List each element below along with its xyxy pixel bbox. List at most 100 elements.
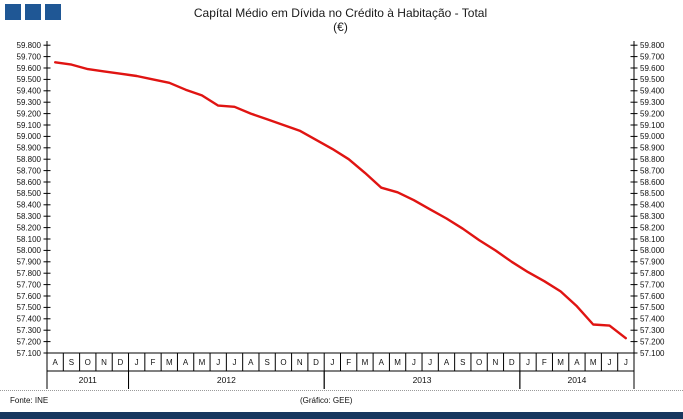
month-label: M: [590, 358, 597, 367]
month-label: J: [135, 358, 139, 367]
y-tick-label-right: 58.100: [640, 235, 665, 244]
y-tick-label-right: 58.600: [640, 178, 665, 187]
data-line-total: [54, 61, 627, 340]
month-label: S: [460, 358, 465, 367]
y-tick-label-right: 59.600: [640, 64, 665, 73]
y-tick-label-left: 57.700: [17, 280, 42, 289]
year-label: 2014: [567, 375, 586, 385]
month-label: J: [624, 358, 628, 367]
y-tick-label-right: 57.700: [640, 280, 665, 289]
month-label: S: [69, 358, 74, 367]
month-label: A: [52, 358, 58, 367]
y-tick-label-right: 58.200: [640, 223, 665, 232]
y-tick-label-right: 57.200: [640, 337, 665, 346]
y-tick-label-left: 57.100: [17, 349, 42, 358]
y-tick-label-left: 57.800: [17, 269, 42, 278]
y-tick-label-left: 59.500: [17, 75, 42, 84]
month-label: N: [493, 358, 499, 367]
footer-separator: [0, 390, 683, 391]
y-tick-label-right: 57.100: [640, 349, 665, 358]
month-label: J: [526, 358, 530, 367]
y-tick-label-left: 57.600: [17, 292, 42, 301]
y-tick-label-right: 57.400: [640, 315, 665, 324]
y-tick-label-left: 58.700: [17, 166, 42, 175]
y-tick-label-left: 58.000: [17, 246, 42, 255]
month-label: M: [557, 358, 564, 367]
month-label: D: [509, 358, 515, 367]
month-label: A: [574, 358, 580, 367]
y-tick-label-left: 58.100: [17, 235, 42, 244]
month-label: D: [117, 358, 123, 367]
y-tick-label-right: 59.500: [640, 75, 665, 84]
month-label: M: [166, 358, 173, 367]
y-tick-label-right: 59.300: [640, 98, 665, 107]
y-tick-label-left: 59.300: [17, 98, 42, 107]
month-label: O: [476, 358, 482, 367]
y-tick-label-right: 59.000: [640, 132, 665, 141]
y-tick-label-left: 59.400: [17, 87, 42, 96]
y-tick-label-right: 58.400: [640, 201, 665, 210]
month-label: A: [379, 358, 385, 367]
y-tick-label-right: 57.300: [640, 326, 665, 335]
y-tick-label-right: 59.800: [640, 41, 665, 50]
y-tick-label-right: 57.900: [640, 258, 665, 267]
y-tick-label-right: 59.400: [640, 87, 665, 96]
y-tick-label-left: 59.200: [17, 109, 42, 118]
year-label: 2013: [413, 375, 432, 385]
y-tick-label-left: 58.800: [17, 155, 42, 164]
y-tick-label-right: 59.700: [640, 52, 665, 61]
y-tick-label-right: 58.900: [640, 144, 665, 153]
credit-label: (Gráfico: GEE): [300, 396, 353, 405]
month-label: N: [101, 358, 107, 367]
month-label: F: [151, 358, 156, 367]
month-label: A: [444, 358, 450, 367]
chart-title-line1: Capítal Médio em Dívida no Crédito à Hab…: [193, 6, 488, 20]
y-tick-label-left: 57.400: [17, 315, 42, 324]
year-label: 2012: [217, 375, 236, 385]
y-tick-label-left: 58.200: [17, 223, 42, 232]
y-tick-label-left: 58.400: [17, 201, 42, 210]
y-tick-label-left: 59.000: [17, 132, 42, 141]
y-tick-label-right: 59.200: [640, 109, 665, 118]
month-label: A: [248, 358, 254, 367]
month-label: M: [362, 358, 369, 367]
y-tick-label-right: 58.700: [640, 166, 665, 175]
y-tick-label-left: 58.600: [17, 178, 42, 187]
y-tick-label-right: 58.500: [640, 189, 665, 198]
month-label: J: [608, 358, 612, 367]
logo-square-icon: [25, 4, 41, 20]
y-tick-label-left: 58.300: [17, 212, 42, 221]
month-label: F: [346, 358, 351, 367]
month-label: J: [428, 358, 432, 367]
logo-square-icon: [45, 4, 61, 20]
y-tick-label-left: 57.200: [17, 337, 42, 346]
y-tick-label-right: 59.100: [640, 121, 665, 130]
y-tick-label-left: 59.100: [17, 121, 42, 130]
month-label: A: [183, 358, 189, 367]
month-label: J: [216, 358, 220, 367]
month-label: O: [280, 358, 286, 367]
month-label: M: [199, 358, 206, 367]
month-label: J: [233, 358, 237, 367]
year-label: 2011: [79, 375, 98, 385]
bottom-bar: [0, 412, 683, 419]
source-label: Fonte: INE: [10, 396, 49, 405]
month-label: O: [85, 358, 91, 367]
month-label: N: [297, 358, 303, 367]
y-tick-label-right: 58.000: [640, 246, 665, 255]
y-tick-label-left: 59.700: [17, 52, 42, 61]
logo-square-icon: [5, 4, 21, 20]
y-tick-label-left: 58.900: [17, 144, 42, 153]
y-tick-label-right: 57.800: [640, 269, 665, 278]
y-tick-label-right: 58.800: [640, 155, 665, 164]
three-squares-logo: [5, 4, 61, 20]
y-tick-label-left: 58.500: [17, 189, 42, 198]
month-label: M: [394, 358, 401, 367]
y-tick-label-left: 57.300: [17, 326, 42, 335]
month-label: D: [313, 358, 319, 367]
y-tick-label-right: 58.300: [640, 212, 665, 221]
chart-title-line2: (€): [333, 20, 348, 34]
y-tick-label-left: 59.600: [17, 64, 42, 73]
month-label: S: [264, 358, 269, 367]
